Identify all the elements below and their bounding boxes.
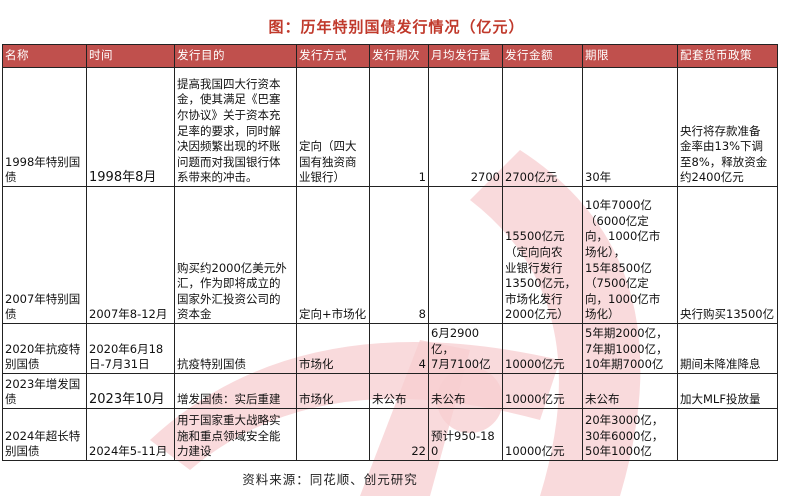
cell-issues: 1 (369, 67, 429, 187)
header-term: 期限 (582, 44, 678, 68)
cell-monthly: 6月2900 亿， 7月7100亿 (428, 323, 503, 374)
cell-method: 市场化 (296, 323, 370, 374)
table-row: 1998年特别国 债 1998年8月 提高我国四大行资本 金，使其满足《巴塞 尔… (2, 67, 778, 187)
header-method: 发行方式 (296, 44, 370, 68)
cell-time: 2020年6月18 日-7月31日 (86, 323, 175, 374)
cell-amount: 2700亿元 (502, 67, 583, 187)
header-policy: 配套货币政策 (677, 44, 778, 68)
cell-policy: 央行购买13500亿 (677, 186, 778, 324)
cell-purpose: 用于国家重大战略实 施和重点领域安全能 力建设 (174, 408, 297, 461)
cell-name: 1998年特别国 债 (2, 67, 87, 187)
cell-monthly (428, 186, 503, 324)
table-header-row: 名称 时间 发行目的 发行方式 发行期次 月均发行量 发行金额 期限 配套货币政… (2, 44, 778, 68)
cell-issues: 8 (369, 186, 429, 324)
header-name: 名称 (2, 44, 87, 68)
cell-name: 2007年特别国 债 (2, 186, 87, 324)
header-amount: 发行金额 (502, 44, 583, 68)
cell-policy: 期间未降准降息 (677, 323, 778, 374)
cell-amount: 10000亿元 (502, 323, 583, 374)
cell-term: 10年7000亿 （6000亿定 向，1000亿市 场化）， 15年8500亿 … (582, 186, 678, 324)
cell-policy (677, 408, 778, 461)
cell-monthly: 未公布 (428, 373, 503, 409)
cell-term: 未公布 (582, 373, 678, 409)
cell-issues: 4 (369, 323, 429, 374)
special-bonds-table: 名称 时间 发行目的 发行方式 发行期次 月均发行量 发行金额 期限 配套货币政… (2, 44, 778, 461)
header-monthly: 月均发行量 (428, 44, 503, 68)
cell-name: 2024年超长特 别国债 (2, 408, 87, 461)
cell-term: 5年期2000亿， 7年期1000亿， 10年期7000亿 (582, 323, 678, 374)
cell-time: 2007年8-12月 (86, 186, 175, 324)
cell-method: 市场化 (296, 373, 370, 409)
cell-amount: 10000亿元 (502, 408, 583, 461)
cell-amount: 15500亿元 （定向向农 业银行发行 13500亿元， 市场化发行 2000亿… (502, 186, 583, 324)
cell-policy: 加大MLF投放量 (677, 373, 778, 409)
cell-purpose: 增发国债：实后重建 (174, 373, 297, 409)
cell-issues: 未公布 (369, 373, 429, 409)
cell-monthly: 预计950-180 (428, 408, 503, 461)
cell-time: 2024年5-11月 (86, 408, 175, 461)
header-issues: 发行期次 (369, 44, 429, 68)
table-row: 2007年特别国 债 2007年8-12月 购买约2000亿美元外 汇，作为即将… (2, 186, 778, 324)
cell-monthly: 2700 (428, 67, 503, 187)
header-time: 时间 (86, 44, 175, 68)
cell-purpose: 购买约2000亿美元外 汇，作为即将成立的 国家外汇投资公司的 资本金 (174, 186, 297, 324)
table-row: 2024年超长特 别国债 2024年5-11月 用于国家重大战略实 施和重点领域… (2, 408, 778, 461)
cell-method: 定向（四大 国有独资商 业银行） (296, 67, 370, 187)
cell-term: 30年 (582, 67, 678, 187)
table-row: 2023年增发国 债 2023年10月 增发国债：实后重建 市场化 未公布 未公… (2, 373, 778, 409)
cell-purpose: 抗疫特别国债 (174, 323, 297, 374)
cell-time: 2023年10月 (86, 373, 175, 409)
cell-term: 20年3000亿， 30年6000亿， 50年1000亿 (582, 408, 678, 461)
cell-purpose: 提高我国四大行资本 金，使其满足《巴塞 尔协议》关于资本充 足率的要求，同时解 … (174, 67, 297, 187)
cell-time: 1998年8月 (86, 67, 175, 187)
cell-name: 2020年抗疫特 别国债 (2, 323, 87, 374)
cell-policy: 央行将存款准备 金率由13%下调 至8%，释放资金 约2400亿元 (677, 67, 778, 187)
cell-method (296, 408, 370, 461)
cell-name: 2023年增发国 债 (2, 373, 87, 409)
cell-issues: 22 (369, 408, 429, 461)
cell-amount: 10000亿元 (502, 373, 583, 409)
header-purpose: 发行目的 (174, 44, 297, 68)
source-note: 资料来源：同花顺、创元研究 (242, 472, 418, 487)
table-row: 2020年抗疫特 别国债 2020年6月18 日-7月31日 抗疫特别国债 市场… (2, 323, 778, 374)
cell-method: 定向+市场化 (296, 186, 370, 324)
page-title: 图：历年特别国债发行情况（亿元） (268, 18, 525, 36)
